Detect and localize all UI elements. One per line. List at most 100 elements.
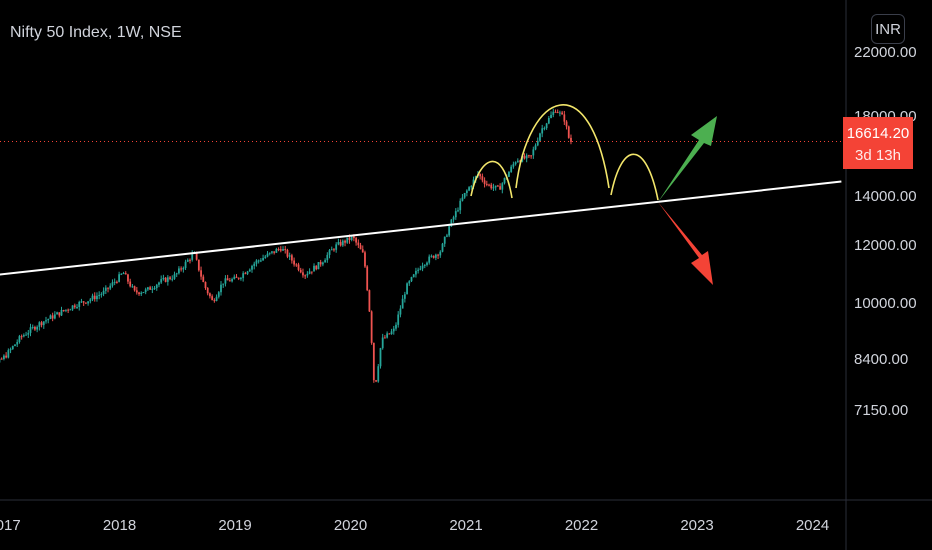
- candle: [65, 309, 67, 313]
- candle: [87, 301, 89, 306]
- price-axis[interactable]: 22000.0018000.0014000.0012000.0010000.00…: [854, 44, 917, 419]
- candle: [419, 265, 422, 271]
- candle: [313, 263, 315, 272]
- candle: [246, 270, 249, 276]
- candle: [570, 134, 572, 145]
- candle: [253, 261, 256, 270]
- candle: [346, 237, 349, 244]
- candle: [282, 246, 284, 251]
- currency-button[interactable]: INR: [871, 14, 905, 44]
- y-tick-label: 22000.00: [854, 44, 917, 61]
- candle: [93, 292, 96, 302]
- candle: [317, 262, 320, 270]
- candle: [118, 271, 121, 283]
- candle: [228, 277, 231, 282]
- arrow-down-projection[interactable]: [658, 202, 713, 285]
- candle: [271, 251, 273, 255]
- candle: [508, 170, 510, 178]
- candle: [38, 321, 41, 331]
- candle: [319, 259, 322, 267]
- candle: [284, 245, 287, 254]
- candle: [11, 345, 14, 350]
- candle: [368, 289, 371, 313]
- candle: [536, 137, 539, 147]
- candle: [397, 311, 400, 328]
- candle: [552, 108, 555, 118]
- candle: [532, 146, 535, 159]
- candle: [457, 207, 459, 213]
- candle: [452, 215, 455, 223]
- candle: [18, 334, 21, 344]
- right-shoulder-arc[interactable]: [610, 153, 659, 201]
- candle: [372, 342, 375, 383]
- candle: [197, 259, 200, 272]
- candle: [375, 379, 377, 383]
- candle: [109, 283, 112, 291]
- candle: [432, 255, 435, 259]
- candle: [164, 277, 167, 283]
- candle: [412, 273, 415, 278]
- candle: [206, 287, 209, 296]
- candle: [423, 264, 426, 269]
- candle: [465, 189, 468, 197]
- candle: [113, 278, 116, 286]
- candle: [224, 275, 227, 287]
- candle: [479, 173, 482, 180]
- candle: [437, 253, 439, 260]
- candle: [180, 266, 183, 272]
- candle: [492, 183, 495, 192]
- candle: [98, 291, 101, 300]
- candle: [273, 251, 276, 255]
- candle: [222, 283, 225, 288]
- candle: [390, 328, 393, 335]
- candle: [91, 293, 94, 302]
- candle: [266, 251, 269, 258]
- candle: [401, 295, 404, 309]
- candle: [233, 274, 236, 280]
- candle: [111, 279, 114, 288]
- candle: [31, 324, 34, 330]
- candle: [554, 109, 557, 113]
- candle: [295, 263, 298, 267]
- candle: [162, 274, 165, 281]
- last-price-label: 16614.20: [847, 125, 910, 142]
- candle: [133, 285, 136, 292]
- candle: [547, 116, 550, 125]
- candle: [344, 239, 346, 247]
- candle: [62, 309, 65, 312]
- arrow-up-projection[interactable]: [658, 116, 717, 202]
- y-tick-label: 14000.00: [854, 188, 917, 205]
- left-shoulder-arc[interactable]: [470, 160, 513, 199]
- candle: [306, 271, 309, 278]
- candle: [490, 182, 493, 190]
- candle: [561, 110, 564, 115]
- candle: [175, 272, 178, 278]
- candle: [525, 153, 528, 163]
- candle: [392, 325, 395, 335]
- candle: [47, 318, 50, 324]
- candle: [147, 286, 149, 291]
- candle: [71, 305, 74, 311]
- candle: [359, 242, 362, 250]
- candle: [186, 258, 189, 263]
- candle: [240, 276, 242, 281]
- candle: [310, 271, 313, 275]
- candle: [58, 312, 61, 318]
- candle: [96, 292, 98, 302]
- candle: [171, 275, 174, 282]
- candle: [144, 287, 147, 295]
- head-arc[interactable]: [515, 104, 610, 189]
- candle: [288, 252, 291, 261]
- candle: [226, 274, 229, 281]
- candle: [463, 192, 466, 199]
- candle: [315, 265, 318, 271]
- candle: [468, 186, 470, 192]
- candle: [155, 283, 158, 291]
- candle: [434, 253, 437, 261]
- candle: [120, 273, 123, 276]
- candle: [67, 308, 70, 314]
- candle: [115, 280, 118, 284]
- trendline[interactable]: [0, 180, 842, 278]
- time-axis[interactable]: 2017 2018 2019 2020 2021 2022 2023 2024: [0, 517, 829, 534]
